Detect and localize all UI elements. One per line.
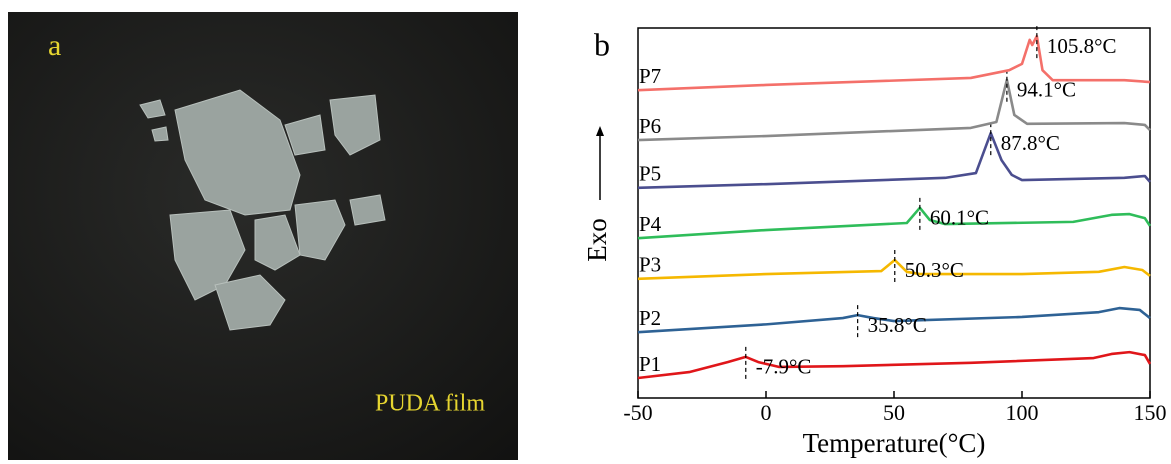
x-axis-label: Temperature(°C) bbox=[803, 428, 986, 458]
x-tick-label: -50 bbox=[623, 400, 652, 425]
series-name: P7 bbox=[639, 64, 661, 88]
chart: b Temperature(°C) Exo -50 0 50 100 150 -7.9°C… bbox=[582, 26, 1166, 458]
x-tick-label: 100 bbox=[1006, 400, 1039, 425]
flake bbox=[350, 195, 385, 225]
flake bbox=[152, 127, 168, 141]
x-tick-label: 50 bbox=[883, 400, 905, 425]
page: a PUDA film b Temperature(°C) Exo -50 0 50… bbox=[0, 0, 1171, 464]
dsc-curve bbox=[638, 260, 1150, 279]
x-tick-label: 150 bbox=[1134, 400, 1167, 425]
series-name: P3 bbox=[639, 253, 661, 277]
tg-label: -7.9°C bbox=[756, 355, 812, 379]
panel-label: b bbox=[594, 26, 610, 62]
photo: a PUDA film bbox=[8, 12, 518, 460]
series-name: P2 bbox=[639, 306, 661, 330]
panel-label: a bbox=[48, 29, 61, 62]
arrow-head bbox=[596, 126, 604, 136]
tg-label: 87.8°C bbox=[1001, 131, 1060, 155]
series-name: P5 bbox=[639, 162, 661, 186]
series-name: P6 bbox=[639, 114, 661, 138]
y-arrow bbox=[596, 126, 604, 200]
tg-label: 105.8°C bbox=[1047, 34, 1117, 58]
dsc-curve bbox=[638, 208, 1150, 238]
tg-label: 35.8°C bbox=[868, 313, 927, 337]
tg-label: 60.1°C bbox=[930, 206, 989, 230]
dsc-curve bbox=[638, 352, 1150, 378]
series-name: P1 bbox=[639, 352, 661, 376]
series-name: P4 bbox=[639, 212, 662, 236]
x-tick-label: 0 bbox=[761, 400, 772, 425]
figure: a PUDA film b Temperature(°C) Exo -50 0 50… bbox=[0, 0, 1171, 464]
tg-label: 50.3°C bbox=[905, 258, 964, 282]
y-axis-label: Exo bbox=[582, 218, 612, 262]
photo-caption: PUDA film bbox=[375, 391, 485, 417]
dsc-curve bbox=[638, 133, 1150, 188]
